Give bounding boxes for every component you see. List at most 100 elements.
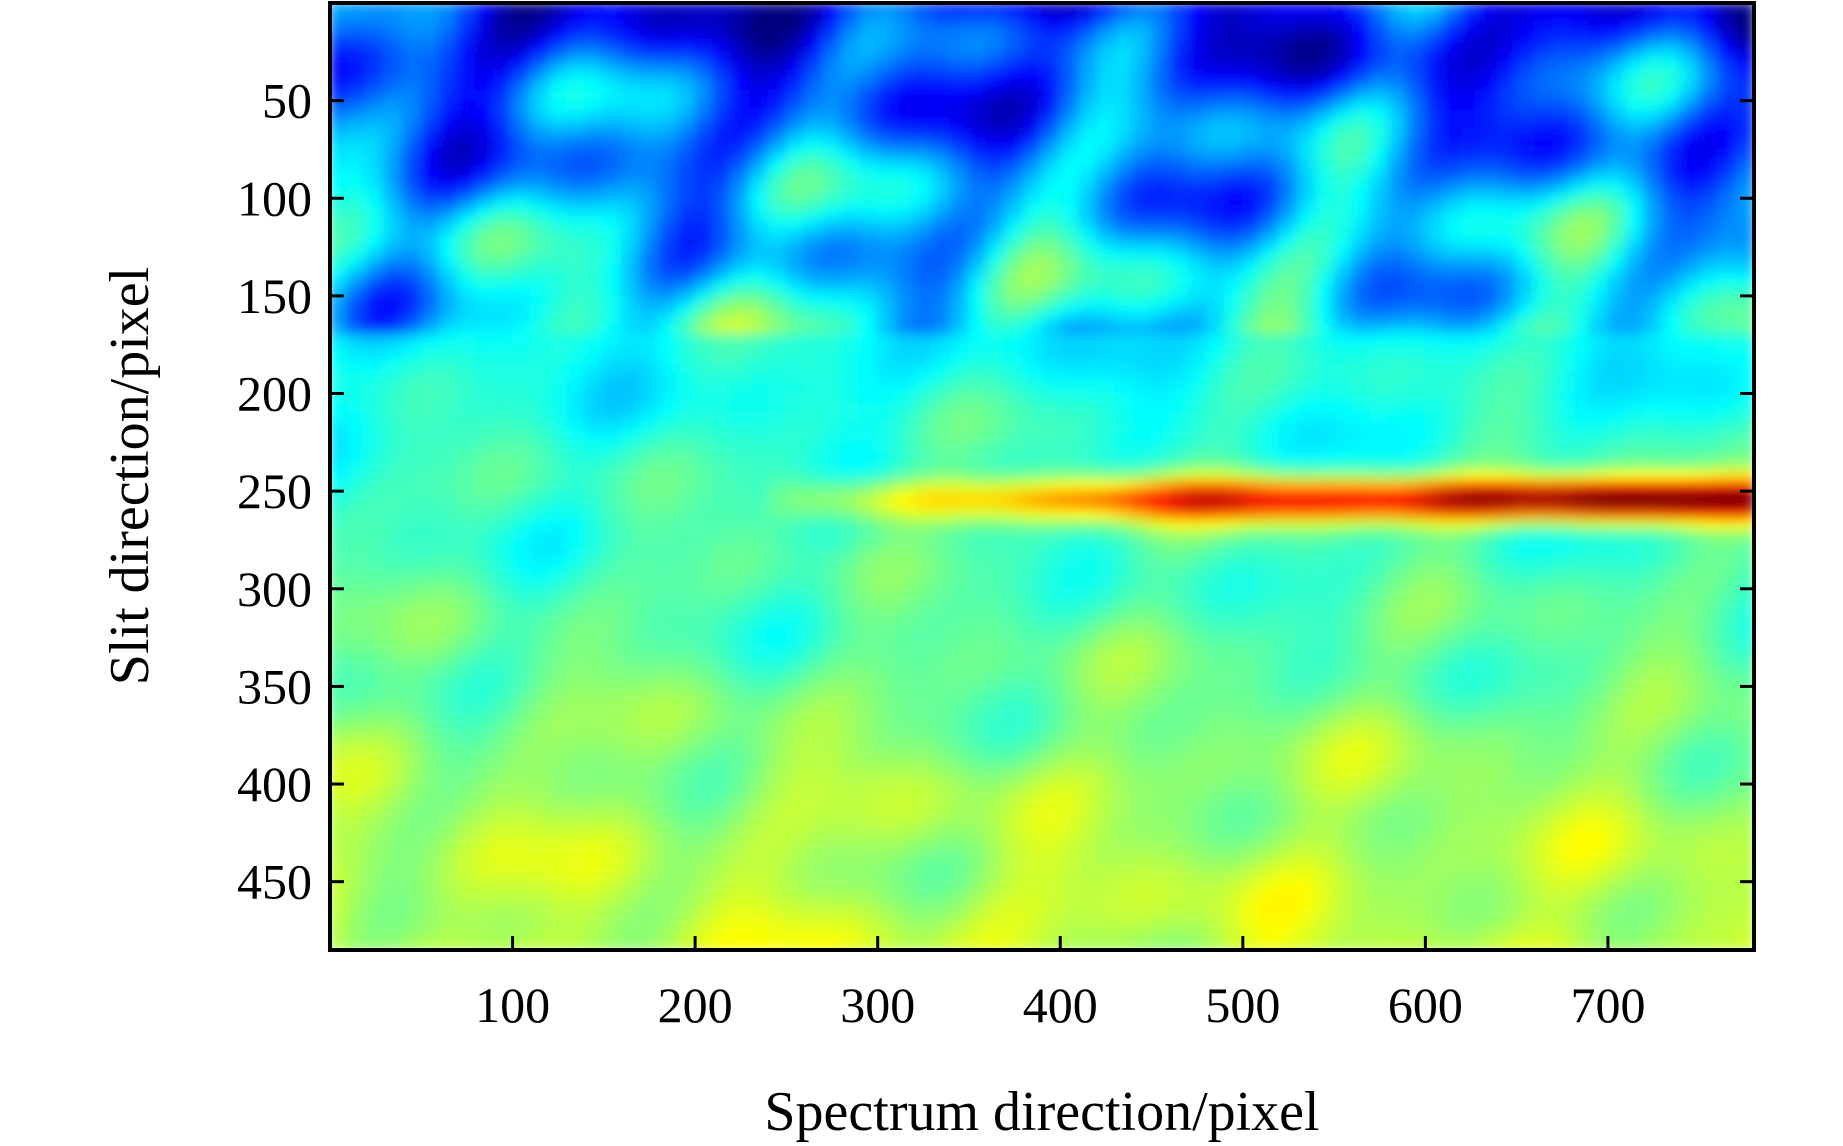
heatmap-cell xyxy=(1041,460,1062,473)
heatmap-cell xyxy=(657,3,678,14)
heatmap-cell xyxy=(621,109,642,122)
heatmap-cell xyxy=(730,216,751,229)
heatmap-cell xyxy=(1296,421,1317,434)
heatmap-cell xyxy=(657,207,678,219)
heatmap-cell xyxy=(1278,617,1299,629)
heatmap-cell xyxy=(821,587,843,600)
heatmap-cell xyxy=(402,558,423,571)
heatmap-cell xyxy=(1643,460,1664,473)
heatmap-cell xyxy=(1150,578,1171,590)
heatmap-cell xyxy=(931,119,952,131)
heatmap-cell xyxy=(949,343,970,356)
heatmap-cell xyxy=(584,529,605,541)
heatmap-cell xyxy=(1479,412,1500,424)
heatmap-cell xyxy=(1168,431,1190,444)
heatmap-cell xyxy=(1077,519,1098,532)
heatmap-cell xyxy=(383,460,405,473)
heatmap-cell xyxy=(675,285,697,297)
heatmap-cell xyxy=(1734,353,1754,366)
heatmap-cell xyxy=(1004,89,1025,102)
heatmap-cell xyxy=(383,451,405,463)
heatmap-cell xyxy=(1552,558,1573,571)
heatmap-cell xyxy=(1716,226,1737,239)
heatmap-cell xyxy=(639,519,660,532)
heatmap-cell xyxy=(1734,187,1754,200)
heatmap-cell xyxy=(1442,226,1463,239)
heatmap-cell xyxy=(1570,80,1591,92)
heatmap-cell xyxy=(347,372,368,385)
heatmap-cell xyxy=(913,128,934,141)
heatmap-cell xyxy=(840,578,861,590)
heatmap-cell xyxy=(1479,578,1500,590)
heatmap-cell xyxy=(1369,558,1390,571)
heatmap-cell xyxy=(438,3,459,14)
heatmap-cell xyxy=(1479,41,1500,53)
heatmap-cell xyxy=(949,372,970,385)
heatmap-cell xyxy=(529,558,551,571)
heatmap-cell xyxy=(1679,177,1701,190)
heatmap-cell xyxy=(785,197,806,210)
heatmap-cell xyxy=(1442,558,1463,571)
heatmap-cell xyxy=(420,490,441,502)
heatmap-cell xyxy=(1625,187,1646,200)
heatmap-cell xyxy=(1132,382,1153,395)
heatmap-cell xyxy=(894,519,916,532)
heatmap-cell xyxy=(1114,382,1135,395)
heatmap-cell xyxy=(730,578,751,590)
heatmap-cell xyxy=(402,499,423,512)
heatmap-cell xyxy=(1552,382,1573,395)
heatmap-cell xyxy=(1643,382,1664,395)
heatmap-cell xyxy=(1570,50,1591,63)
heatmap-cell xyxy=(1515,421,1536,434)
heatmap-cell xyxy=(748,353,770,366)
heatmap-cell xyxy=(475,421,496,434)
heatmap-cell xyxy=(1260,128,1281,141)
heatmap-cell xyxy=(1570,304,1591,317)
heatmap-cell xyxy=(931,597,952,610)
heatmap-cell xyxy=(1442,109,1463,122)
heatmap-cell xyxy=(1278,177,1299,190)
heatmap-cell xyxy=(548,529,569,541)
heatmap-cell xyxy=(1351,167,1372,180)
heatmap-cell xyxy=(821,470,843,483)
heatmap-cell xyxy=(1497,499,1518,512)
heatmap-cell xyxy=(1716,70,1737,83)
heatmap-cell xyxy=(602,41,624,53)
heatmap-cell xyxy=(1570,470,1591,483)
heatmap-cell xyxy=(1022,617,1043,629)
heatmap-cell xyxy=(1187,392,1208,405)
heatmap-cell xyxy=(657,216,678,229)
heatmap-cell xyxy=(347,460,368,473)
heatmap-cell xyxy=(1588,314,1609,327)
heatmap-cell xyxy=(858,402,879,415)
heatmap-cell xyxy=(967,70,989,83)
heatmap-cell xyxy=(1223,70,1244,83)
heatmap-cell xyxy=(1059,265,1080,278)
heatmap-cell xyxy=(365,31,386,44)
heatmap-cell xyxy=(748,226,770,239)
heatmap-cell xyxy=(365,216,386,229)
heatmap-cell xyxy=(383,255,405,268)
heatmap-cell xyxy=(1424,80,1445,92)
heatmap-cell xyxy=(949,80,970,92)
heatmap-cell xyxy=(821,128,843,141)
heatmap-cell xyxy=(748,158,770,170)
heatmap-cell xyxy=(1387,451,1409,463)
heatmap-cell xyxy=(383,31,405,44)
heatmap-cell xyxy=(694,265,715,278)
heatmap-cell xyxy=(1570,402,1591,415)
heatmap-cell xyxy=(383,138,405,151)
heatmap-cell xyxy=(602,568,624,581)
heatmap-cell xyxy=(383,177,405,190)
heatmap-cell xyxy=(402,324,423,336)
heatmap-cell xyxy=(1552,597,1573,610)
heatmap-cell xyxy=(657,255,678,268)
heatmap-cell xyxy=(767,412,788,424)
heatmap-cell xyxy=(529,138,551,151)
heatmap-cell xyxy=(1095,11,1117,24)
heatmap-cell xyxy=(365,246,386,258)
heatmap-cell xyxy=(767,490,788,502)
heatmap-cell xyxy=(621,480,642,493)
heatmap-cell xyxy=(1333,3,1354,14)
heatmap-cell xyxy=(402,529,423,541)
